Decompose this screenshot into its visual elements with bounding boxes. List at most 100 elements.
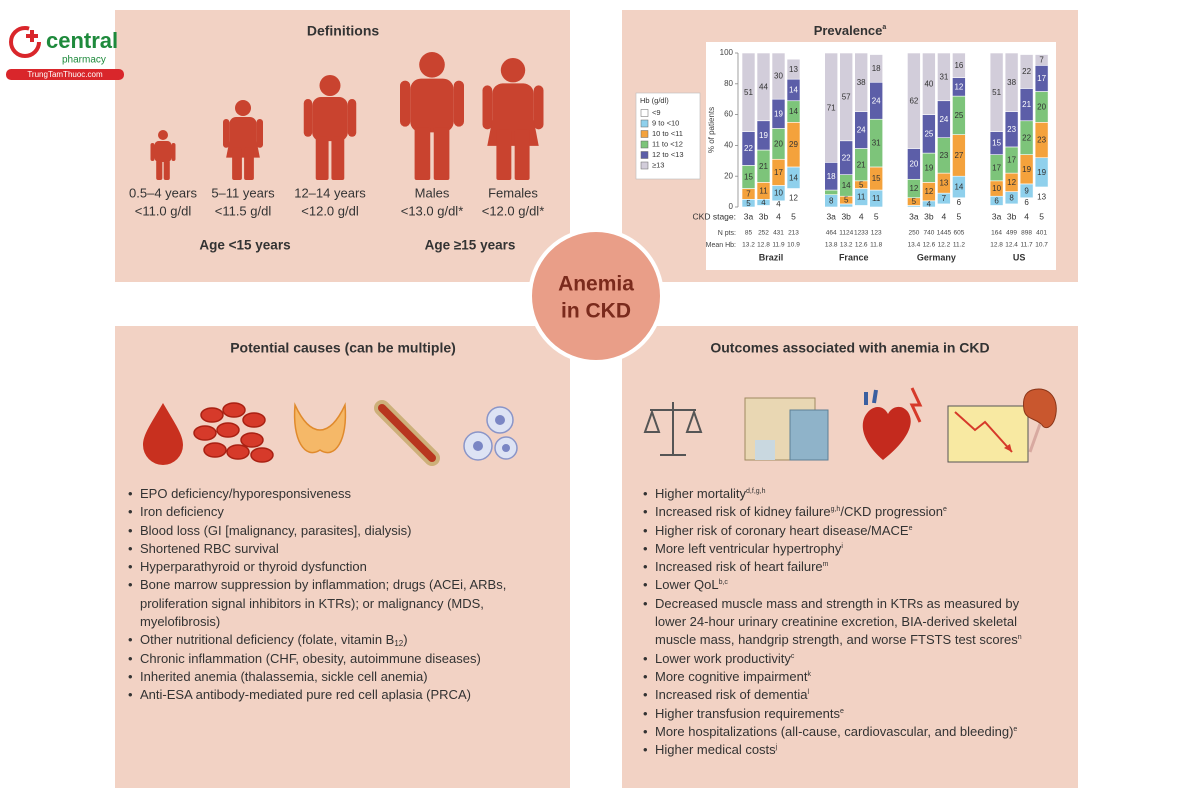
icon-ureter	[1028, 423, 1042, 453]
item-text: Higher medical costs	[655, 742, 776, 758]
list-item: Bone marrow suppression by inflammation;…	[128, 576, 538, 631]
item-text: Bone marrow suppression by inflammation;…	[140, 577, 507, 630]
item-reference: d,f,g,h	[746, 488, 766, 495]
causes-list: EPO deficiency/hyporesponsiveness Iron de…	[128, 485, 538, 705]
stage-label: 3b	[841, 211, 851, 221]
bar-value-label: 40	[924, 79, 933, 88]
bar-value-label: 10	[992, 184, 1001, 193]
n-pts: 213	[788, 230, 799, 237]
row-label: CKD stage:	[693, 211, 736, 221]
bar-value-label: 24	[939, 115, 948, 124]
bar-segment	[1034, 54, 1049, 66]
bar-value-label: 14	[789, 86, 798, 95]
bar-value-label: 13	[1037, 193, 1046, 202]
y-tick-label: 40	[724, 141, 733, 150]
n-pts: 464	[826, 230, 837, 237]
chart-title-note: a	[882, 24, 886, 31]
icon-scales	[643, 402, 703, 456]
bar-segment	[854, 52, 869, 112]
bar-value-label: 20	[909, 159, 918, 168]
bar-value-label: 44	[759, 82, 768, 91]
age-label: Age ≥15 years	[425, 238, 516, 253]
n-pts: 123	[871, 230, 882, 237]
n-pts: 85	[745, 230, 753, 237]
hb-threshold: <12.0 g/dl	[301, 203, 359, 218]
age-range: 5–11 years	[211, 185, 275, 200]
legend-label: 11 to <12	[652, 139, 683, 148]
bar-value-label: 18	[872, 64, 881, 73]
bar-segment	[989, 52, 1004, 132]
mean-hb: 12.2	[938, 242, 951, 249]
figure-head	[158, 130, 168, 140]
figure-skirt	[487, 120, 539, 146]
bar-segment	[937, 52, 951, 102]
bar-value-label: 19	[1037, 168, 1046, 177]
country-label: Brazil	[759, 252, 784, 262]
figure-leg	[232, 147, 242, 180]
bar-value-label: 7	[942, 194, 947, 203]
bar-value-label: 17	[1007, 156, 1016, 165]
figure-leg	[156, 160, 163, 180]
person-figure	[482, 57, 544, 180]
figure-leg	[331, 136, 345, 180]
bar-value-label: 10	[774, 189, 783, 198]
item-reference: e	[908, 524, 913, 532]
logo-brand: central	[46, 28, 118, 53]
age-range: 12–14 years	[294, 185, 366, 200]
mean-hb: 11.7	[1021, 242, 1034, 249]
bar-value-label: 22	[1022, 67, 1031, 76]
list-item: EPO deficiency/hyporesponsiveness	[128, 485, 538, 504]
bar-value-label: 16	[954, 61, 963, 70]
y-tick-label: 80	[724, 79, 733, 88]
stage-label: 3a	[826, 211, 836, 221]
bar-value-label: 22	[1022, 133, 1031, 142]
bar-value-label: 38	[857, 78, 866, 87]
bar-value-label: 12	[909, 184, 918, 193]
item-text: Inherited anemia (thalassemia, sickle ce…	[140, 668, 428, 684]
stage-label: 4	[942, 211, 947, 221]
figure-torso	[410, 78, 454, 133]
n-pts: 499	[1006, 230, 1017, 237]
logo-ring	[9, 26, 41, 58]
stage-label: 3a	[909, 211, 919, 221]
mean-hb: 11.9	[772, 242, 785, 249]
bar-value-label: 27	[954, 151, 963, 160]
figure-arm	[347, 99, 357, 137]
item-text: Higher risk of coronary heart disease/MA…	[655, 522, 909, 538]
person-figure	[223, 100, 263, 180]
bar-value-label: 12	[789, 193, 798, 202]
icon-red-cells	[193, 402, 274, 463]
list-item: Lower QoLb,c	[643, 576, 1048, 595]
item-text: Hyperparathyroid or thyroid dysfunction	[140, 559, 367, 575]
bar-value-label: 11	[759, 186, 768, 195]
icon-kidney	[1023, 388, 1057, 429]
list-item: Iron deficiency	[128, 503, 538, 522]
bar-segment	[839, 52, 854, 142]
bar-value-label: 13	[789, 65, 798, 74]
legend-swatch	[640, 130, 649, 138]
item-reference: l	[807, 689, 810, 697]
y-tick-label: 20	[724, 171, 733, 180]
item-reference: n	[1017, 634, 1022, 642]
bar-value-label: 57	[842, 92, 851, 101]
stage-label: 5	[957, 211, 962, 221]
stage-label: 3b	[759, 211, 769, 221]
center-text: in CKD	[561, 300, 631, 323]
figure-arm	[453, 80, 464, 127]
bar-value-label: 12	[954, 82, 963, 91]
outcomes-list: Higher mortalityd,f,g,hIncreased risk of…	[643, 485, 1048, 760]
logo-site: TrungTamThuoc.com	[27, 70, 103, 79]
item-text: Increased risk of kidney failure	[655, 504, 831, 520]
item-reference: e	[1013, 725, 1018, 733]
bar-segment	[771, 52, 786, 100]
bar-value-label: 24	[872, 96, 881, 105]
n-pts: 401	[1036, 230, 1047, 237]
bar-value-label: 20	[774, 139, 783, 148]
mean-hb: 11.2	[953, 242, 966, 249]
bar-value-label: 6	[957, 198, 962, 207]
y-axis-label: % of patients	[707, 107, 716, 153]
list-item: Higher medical costsj	[643, 741, 1048, 760]
